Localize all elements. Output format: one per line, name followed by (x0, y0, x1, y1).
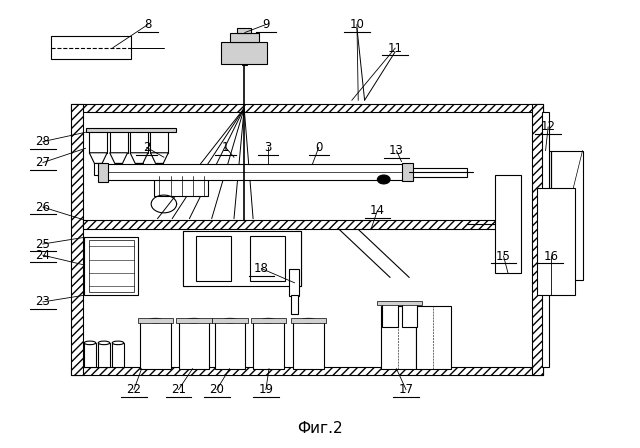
Bar (130, 131, 148, 153)
Bar (112, 343, 124, 367)
Bar (90, 131, 107, 153)
Text: 9: 9 (262, 18, 269, 31)
Text: 1: 1 (222, 141, 230, 154)
Bar (415, 306, 451, 369)
Bar (381, 306, 415, 369)
Text: 11: 11 (388, 42, 403, 55)
Text: 26: 26 (35, 201, 51, 214)
Bar (215, 321, 246, 369)
Polygon shape (109, 153, 127, 164)
Bar (294, 231, 301, 286)
Bar (83, 220, 520, 229)
Text: 3: 3 (264, 141, 271, 154)
Bar (196, 237, 231, 281)
Text: 0: 0 (315, 141, 323, 154)
Bar (183, 231, 301, 286)
Bar (401, 164, 413, 181)
Bar (83, 112, 532, 367)
Ellipse shape (260, 319, 276, 323)
Text: 28: 28 (35, 135, 51, 148)
Bar (84, 237, 138, 295)
Bar (179, 321, 209, 369)
Ellipse shape (186, 319, 202, 323)
Text: 21: 21 (171, 383, 186, 396)
Ellipse shape (84, 341, 96, 345)
Bar (541, 112, 549, 367)
Bar (115, 164, 122, 175)
Bar (51, 36, 131, 59)
Bar (230, 33, 259, 43)
Text: 19: 19 (259, 383, 273, 396)
Bar (250, 319, 286, 323)
Text: Фиг.2: Фиг.2 (297, 421, 343, 436)
Ellipse shape (301, 319, 316, 323)
Text: 14: 14 (370, 204, 385, 217)
Text: 16: 16 (543, 250, 558, 263)
Ellipse shape (99, 341, 109, 345)
Bar (138, 319, 173, 323)
Ellipse shape (223, 319, 238, 323)
Bar (237, 28, 251, 33)
Bar (196, 280, 231, 285)
Bar (104, 164, 409, 181)
Bar (86, 128, 176, 132)
Bar (99, 163, 108, 182)
Text: 2: 2 (143, 141, 150, 154)
Bar (378, 301, 422, 305)
Bar (84, 343, 96, 367)
Bar (532, 104, 543, 375)
Bar (140, 321, 171, 369)
Circle shape (378, 175, 390, 184)
Bar (495, 175, 521, 273)
Bar (72, 104, 543, 112)
Bar (537, 188, 575, 295)
Text: 12: 12 (541, 121, 556, 134)
Text: 10: 10 (349, 18, 364, 31)
Text: 18: 18 (254, 262, 269, 275)
Bar (401, 303, 417, 327)
Polygon shape (130, 153, 148, 164)
Bar (291, 319, 326, 323)
Ellipse shape (148, 319, 163, 323)
Bar (250, 280, 285, 285)
Bar (156, 164, 163, 175)
Polygon shape (90, 153, 107, 164)
Bar (253, 321, 284, 369)
Bar (289, 269, 299, 296)
Bar (99, 343, 109, 367)
Bar (72, 104, 83, 375)
Bar (154, 175, 209, 196)
Bar (109, 131, 127, 153)
Ellipse shape (112, 341, 124, 345)
Text: 13: 13 (389, 144, 404, 157)
Bar (250, 237, 285, 281)
Text: 8: 8 (144, 18, 152, 31)
Bar (409, 168, 467, 177)
Bar (183, 231, 189, 286)
Bar (95, 164, 102, 175)
Polygon shape (150, 153, 168, 164)
Text: 20: 20 (209, 383, 224, 396)
Text: 15: 15 (496, 250, 511, 263)
Bar (550, 151, 582, 280)
Text: 24: 24 (35, 249, 51, 262)
Bar (212, 319, 248, 323)
Bar (221, 43, 267, 64)
Bar (293, 321, 324, 369)
Text: 25: 25 (35, 237, 51, 250)
Text: 22: 22 (127, 383, 141, 396)
Text: 23: 23 (35, 295, 51, 308)
Text: 17: 17 (399, 383, 413, 396)
Bar (291, 295, 298, 314)
Bar (90, 241, 134, 292)
Bar (135, 164, 143, 175)
Text: 27: 27 (35, 156, 51, 169)
Bar (150, 131, 168, 153)
Bar (72, 367, 543, 375)
Bar (383, 303, 398, 327)
Bar (176, 319, 212, 323)
